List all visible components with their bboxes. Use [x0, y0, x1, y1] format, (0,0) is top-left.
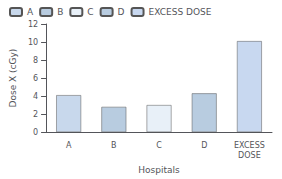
svg-text:0: 0: [33, 128, 38, 137]
svg-text:DOSE: DOSE: [238, 151, 261, 160]
svg-text:2: 2: [33, 110, 38, 119]
svg-text:12: 12: [28, 20, 38, 29]
svg-text:C: C: [156, 141, 162, 150]
svg-text:6: 6: [33, 74, 38, 83]
svg-text:B: B: [111, 141, 117, 150]
svg-text:D: D: [118, 7, 125, 17]
svg-text:A: A: [27, 7, 34, 17]
svg-text:8: 8: [33, 56, 38, 65]
svg-text:10: 10: [28, 38, 38, 47]
svg-text:Dose X (cGy): Dose X (cGy): [8, 49, 18, 108]
svg-text:4: 4: [33, 92, 38, 101]
svg-text:B: B: [57, 7, 63, 17]
svg-text:D: D: [201, 141, 207, 150]
svg-text:EXCESS DOSE: EXCESS DOSE: [149, 7, 212, 17]
svg-text:Hospitals: Hospitals: [138, 165, 180, 175]
svg-text:A: A: [66, 141, 72, 150]
svg-text:C: C: [87, 7, 93, 17]
svg-text:EXCESS: EXCESS: [234, 141, 265, 150]
